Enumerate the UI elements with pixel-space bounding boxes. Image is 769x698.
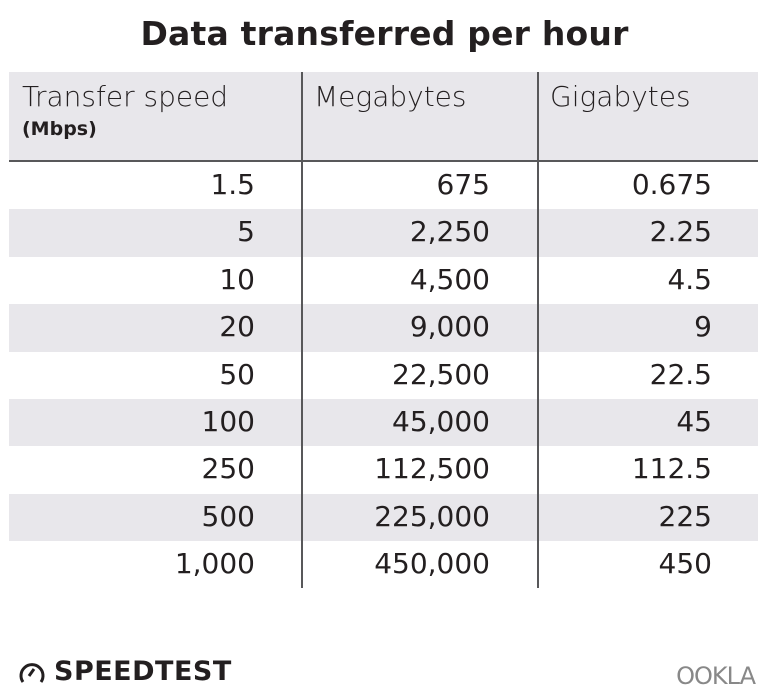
table-header xyxy=(9,72,758,162)
table-row: 1,000 450,000 450 xyxy=(9,541,758,588)
table-row: 10 4,500 4.5 xyxy=(9,257,758,304)
table-row: 20 9,000 9 xyxy=(9,304,758,352)
cell-megabytes: 2,250 xyxy=(409,215,490,249)
cell-gigabytes: 225 xyxy=(658,499,712,533)
cell-gigabytes: 2.25 xyxy=(649,215,712,249)
cell-speed: 100 xyxy=(201,405,255,438)
cell-megabytes: 675 xyxy=(436,168,490,201)
chart-title: Data transferred per hour xyxy=(140,14,629,53)
cell-megabytes: 22,500 xyxy=(392,357,490,391)
cell-speed: 500 xyxy=(201,499,255,533)
column-divider xyxy=(537,72,539,588)
cell-speed: 1,000 xyxy=(174,547,255,581)
column-header-megabytes: Megabytes xyxy=(314,80,467,113)
cell-gigabytes: 450 xyxy=(658,547,712,581)
ookla-logo: OOKLA xyxy=(676,662,756,690)
cell-megabytes: 225,000 xyxy=(374,499,490,533)
cell-speed: 50 xyxy=(219,357,255,391)
cell-gigabytes: 0.675 xyxy=(631,168,712,201)
cell-megabytes: 4,500 xyxy=(409,262,490,296)
cell-megabytes: 9,000 xyxy=(409,310,490,344)
table-row: 50 22,500 22.5 xyxy=(9,352,758,399)
table-row: 100 45,000 45 xyxy=(9,399,758,447)
cell-gigabytes: 22.5 xyxy=(649,357,712,391)
cell-gigabytes: 9 xyxy=(694,310,712,344)
speedtest-wordmark: SPEEDTEST xyxy=(54,656,232,687)
table-row: 250 112,500 112.5 xyxy=(9,446,758,493)
speedtest-logo: SPEEDTEST xyxy=(18,656,232,687)
cell-megabytes: 112,500 xyxy=(374,452,490,486)
column-header-transfer-speed: Transfer speed xyxy=(22,80,229,113)
column-divider xyxy=(301,72,303,588)
column-header-gigabytes: Gigabytes xyxy=(550,80,691,113)
cell-speed: 10 xyxy=(219,262,255,296)
cell-speed: 5 xyxy=(237,215,255,249)
cell-speed: 20 xyxy=(219,310,255,344)
cell-gigabytes: 45 xyxy=(676,405,712,438)
cell-megabytes: 45,000 xyxy=(392,405,490,438)
cell-gigabytes: 4.5 xyxy=(667,262,712,296)
cell-speed: 1.5 xyxy=(210,168,255,201)
cell-megabytes: 450,000 xyxy=(374,547,490,581)
column-header-unit: (Mbps) xyxy=(22,118,97,140)
speedometer-icon xyxy=(19,662,45,683)
cell-gigabytes: 112.5 xyxy=(631,452,712,486)
cell-speed: 250 xyxy=(201,452,255,486)
table-row: 1.5 675 0.675 xyxy=(9,162,758,209)
table-row: 500 225,000 225 xyxy=(9,493,758,542)
table-row: 5 2,250 2.25 xyxy=(9,209,758,257)
